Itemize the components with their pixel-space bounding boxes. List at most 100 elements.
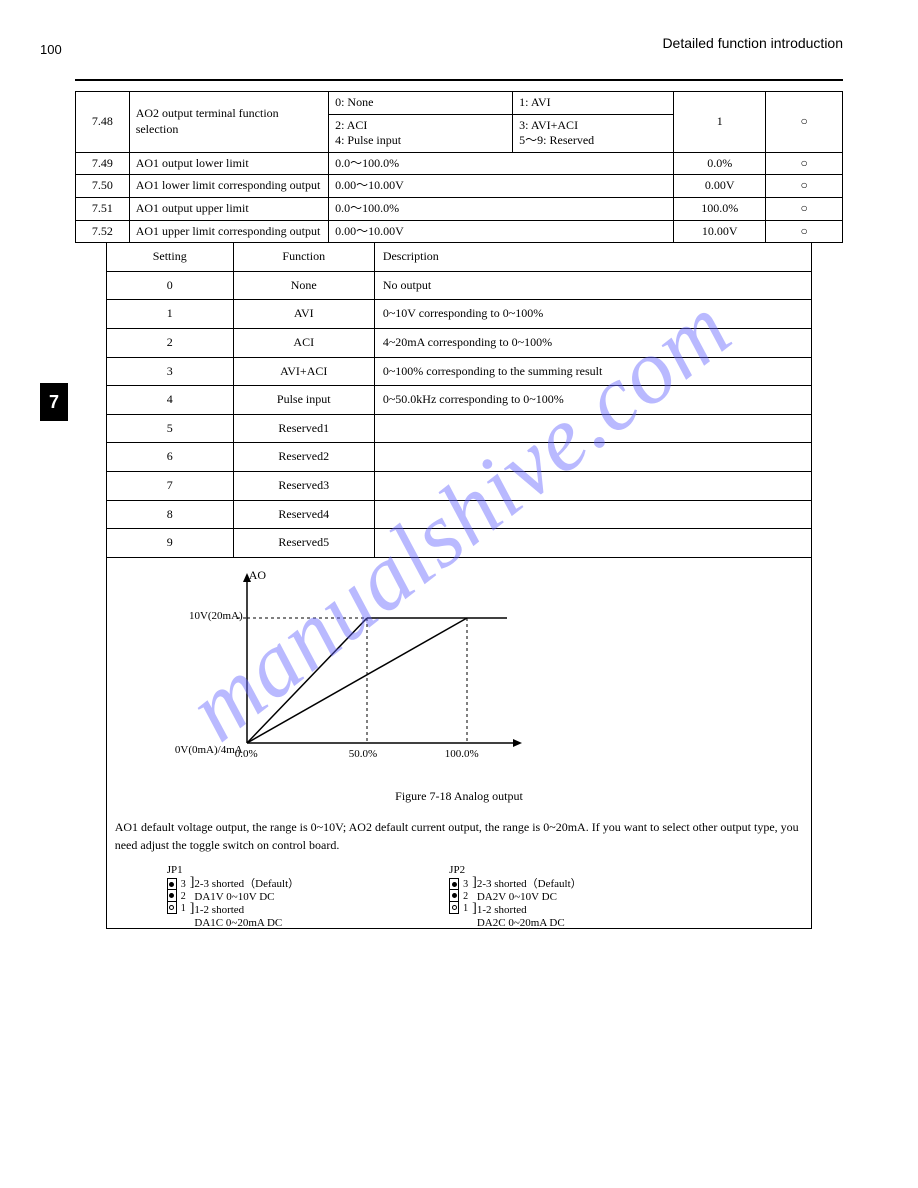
cell: 8 [106, 500, 233, 529]
jumper-jp1: JP1 321 ]2-3 shorted（Default）DA1V 0~10V … [167, 864, 299, 918]
cell: 2 [106, 328, 233, 357]
cell: 1 [674, 92, 766, 153]
cell: 0.0～100.0% [329, 152, 674, 175]
cell: 7.52 [76, 220, 130, 243]
cell: Setting [106, 243, 233, 272]
jumper-name: JP2 [449, 864, 581, 876]
cell: No output [374, 271, 811, 300]
cell: ○ [766, 197, 843, 220]
cell: 1: AVI [513, 92, 674, 115]
cell: 9 [106, 529, 233, 558]
table-row: 7.49 AO1 output lower limit 0.0～100.0% 0… [76, 152, 843, 175]
jumper-line: 1-2 shorted [194, 904, 244, 916]
page-number: 100 [40, 42, 62, 57]
cell: AVI [233, 300, 374, 329]
cell: AO1 output lower limit [129, 152, 328, 175]
jumper-jp2: JP2 321 ]2-3 shorted（Default）DA2V 0~10V … [449, 864, 581, 918]
page-header: Detailed function introduction [75, 35, 843, 51]
cell: ○ [766, 152, 843, 175]
cell: Reserved5 [233, 529, 374, 558]
jumper-line: DA2V 0~10V DC [477, 891, 557, 903]
x-tick-0: 0.0% [235, 748, 258, 760]
table-row: 7.52 AO1 upper limit corresponding outpu… [76, 220, 843, 243]
cell [374, 471, 811, 500]
table-row: 7.48 AO2 output terminal function select… [76, 92, 843, 115]
cell: 0.00V [674, 175, 766, 198]
cell: 0~50.0kHz corresponding to 0~100% [374, 386, 811, 415]
cell: 0.00～10.00V [329, 220, 674, 243]
cell [374, 443, 811, 472]
cell: 0: None [329, 92, 513, 115]
pin-numbers: 321 [463, 878, 468, 914]
section-tab: 7 [40, 383, 68, 421]
cell: 4~20mA corresponding to 0~100% [374, 328, 811, 357]
parameter-table: 7.48 AO2 output terminal function select… [75, 91, 843, 243]
cell: 100.0% [674, 197, 766, 220]
pin-header-icon [167, 878, 177, 914]
jumper-diagram: JP1 321 ]2-3 shorted（Default）DA1V 0~10V … [167, 864, 812, 918]
cell: Pulse input [233, 386, 374, 415]
cell: 0.0～100.0% [329, 197, 674, 220]
y-axis-label: AO [249, 568, 266, 583]
cell: Reserved1 [233, 414, 374, 443]
cell: AVI+ACI [233, 357, 374, 386]
cell: 5 [106, 414, 233, 443]
x-tick-2: 100.0% [445, 748, 479, 760]
jumper-name: JP1 [167, 864, 299, 876]
table-row: 7.50 AO1 lower limit corresponding outpu… [76, 175, 843, 198]
cell: 0~100% corresponding to the summing resu… [374, 357, 811, 386]
cell: AO1 output upper limit [129, 197, 328, 220]
cell: ○ [766, 220, 843, 243]
cell: 3: AVI+ACI 5～9: Reserved [513, 114, 674, 152]
cell: ACI [233, 328, 374, 357]
jumper-line: 1-2 shorted [477, 904, 527, 916]
cell: None [233, 271, 374, 300]
analog-output-chart: AO 10V(20mA) 0V(0mA)/4mA 0.0% 50.0% 100.… [207, 568, 567, 783]
cell: AO2 output terminal function selection [129, 92, 328, 153]
cell: 2: ACI 4: Pulse input [329, 114, 513, 152]
cell: Reserved3 [233, 471, 374, 500]
cell: 10.00V [674, 220, 766, 243]
x-tick-1: 50.0% [349, 748, 377, 760]
table-row: 7.51 AO1 output upper limit 0.0～100.0% 1… [76, 197, 843, 220]
chart-container: AO 10V(20mA) 0V(0mA)/4mA 0.0% 50.0% 100.… [106, 558, 813, 929]
cell: ○ [766, 175, 843, 198]
table-row: 9Reserved5 [106, 529, 812, 558]
table-row: 6Reserved2 [106, 443, 812, 472]
jumper-line: DA1V 0~10V DC [194, 891, 274, 903]
body-paragraph: AO1 default voltage output, the range is… [107, 818, 812, 854]
cell: Reserved4 [233, 500, 374, 529]
jumper-line: 2-3 shorted（Default） [477, 878, 582, 890]
table-row: 8Reserved4 [106, 500, 812, 529]
header-rule [75, 79, 843, 81]
cell: 6 [106, 443, 233, 472]
figure-caption: Figure 7-18 Analog output [107, 789, 812, 804]
table-row: 2ACI4~20mA corresponding to 0~100% [106, 328, 812, 357]
table-row: 1AVI0~10V corresponding to 0~100% [106, 300, 812, 329]
jumper-line: 2-3 shorted（Default） [194, 878, 299, 890]
cell [374, 500, 811, 529]
cell: 7.50 [76, 175, 130, 198]
jumper-line: DA2C 0~20mA DC [477, 917, 565, 929]
y-tick-bottom: 0V(0mA)/4mA [159, 744, 243, 756]
table-row: 3AVI+ACI0~100% corresponding to the summ… [106, 357, 812, 386]
cell: AO1 upper limit corresponding output [129, 220, 328, 243]
cell: 0.0% [674, 152, 766, 175]
table-row: Setting Function Description [106, 243, 812, 272]
cell: 1 [106, 300, 233, 329]
cell [374, 529, 811, 558]
table-row: 0NoneNo output [106, 271, 812, 300]
cell: 0 [106, 271, 233, 300]
cell: 7 [106, 471, 233, 500]
cell: 3 [106, 357, 233, 386]
pin-numbers: 321 [181, 878, 186, 914]
function-table: Setting Function Description 0NoneNo out… [106, 242, 813, 558]
cell: 4 [106, 386, 233, 415]
cell: 7.48 [76, 92, 130, 153]
table-row: 5Reserved1 [106, 414, 812, 443]
cell: 0.00～10.00V [329, 175, 674, 198]
cell: AO1 lower limit corresponding output [129, 175, 328, 198]
cell [374, 414, 811, 443]
cell: Reserved2 [233, 443, 374, 472]
table-row: 7Reserved3 [106, 471, 812, 500]
